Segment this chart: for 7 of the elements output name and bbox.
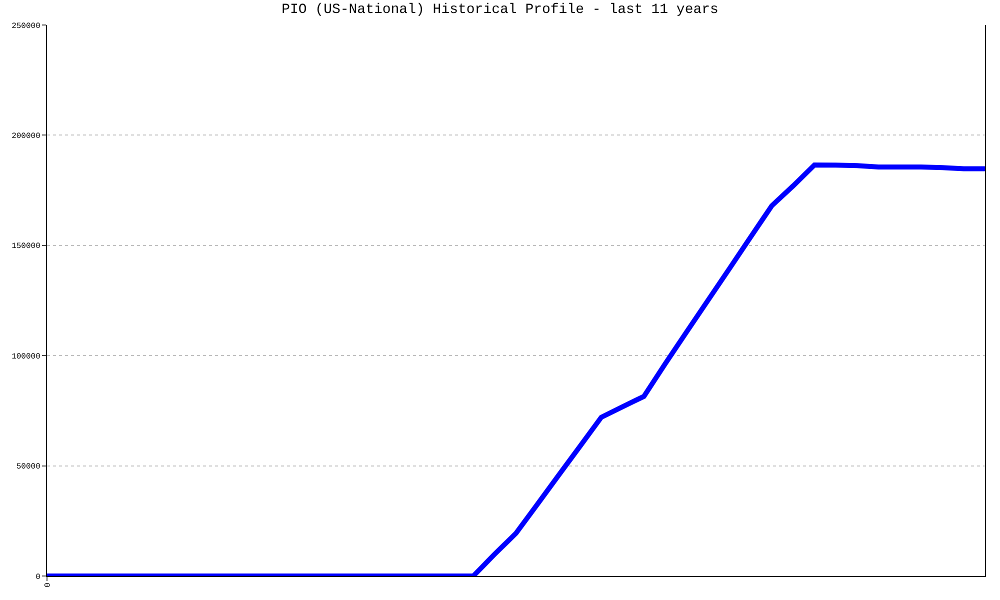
y-tick-label: 200000 (12, 132, 41, 141)
y-tick-label: 150000 (12, 242, 41, 252)
y-tick-label: 50000 (16, 462, 41, 472)
y-tick-label: 100000 (12, 352, 41, 362)
y-tick-label: 250000 (12, 22, 41, 31)
chart-title: PIO (US-National) Historical Profile - last 11 years (282, 2, 718, 18)
y-tick-label: 0 (36, 572, 41, 582)
